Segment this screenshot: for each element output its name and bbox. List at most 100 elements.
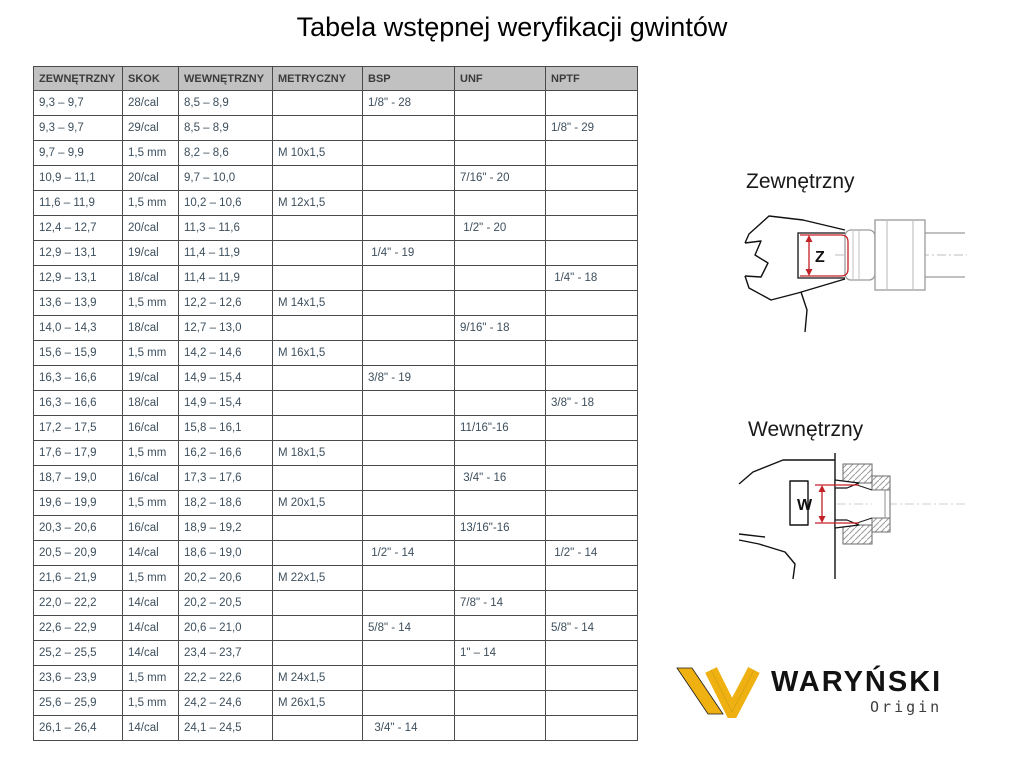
table-cell: 16/cal [122, 415, 179, 441]
dimension-w-label: W [797, 497, 813, 514]
table-cell [454, 565, 546, 591]
table-row: 16,3 – 16,6 18/cal 14,9 – 15,4 3/8" - 18 [33, 390, 638, 416]
table-cell: 14,2 – 14,6 [178, 340, 273, 366]
table-cell [454, 140, 546, 166]
table-cell [545, 715, 638, 741]
table-cell [272, 590, 363, 616]
table-cell [272, 715, 363, 741]
table-cell: 9/16" - 18 [454, 315, 546, 341]
table-cell: 18,7 – 19,0 [33, 465, 123, 491]
table-cell: 20,3 – 20,6 [33, 515, 123, 541]
table-cell: 28/cal [122, 90, 179, 116]
table-cell: 9,3 – 9,7 [33, 90, 123, 116]
table-cell: 1/2" - 20 [454, 215, 546, 241]
table-row: 22,0 – 22,2 14/cal 20,2 – 20,5 7/8" - 14 [33, 590, 638, 616]
table-cell: 8,2 – 8,6 [178, 140, 273, 166]
table-cell: 13/16"-16 [454, 515, 546, 541]
table-cell: 12,7 – 13,0 [178, 315, 273, 341]
table-cell: 16/cal [122, 515, 179, 541]
table-cell: 9,3 – 9,7 [33, 115, 123, 141]
table-cell: 20,2 – 20,6 [178, 565, 273, 591]
table-cell: 14/cal [122, 640, 179, 666]
table-cell [545, 490, 638, 516]
table-cell [272, 390, 363, 416]
table-cell [545, 165, 638, 191]
table-cell: 3/8" - 19 [362, 365, 455, 391]
table-cell: M 18x1,5 [272, 440, 363, 466]
table-cell [545, 515, 638, 541]
table-cell [362, 515, 455, 541]
table-cell: 1,5 mm [122, 340, 179, 366]
table-row: 17,6 – 17,9 1,5 mm 16,2 – 16,6 M 18x1,5 [33, 440, 638, 466]
table-cell: 18,2 – 18,6 [178, 490, 273, 516]
table-cell: 1,5 mm [122, 490, 179, 516]
table-cell [454, 540, 546, 566]
table-cell: 26,1 – 26,4 [33, 715, 123, 741]
table-cell [362, 215, 455, 241]
table-row: 9,7 – 9,9 1,5 mm 8,2 – 8,6 M 10x1,5 [33, 140, 638, 166]
table-cell: 19,6 – 19,9 [33, 490, 123, 516]
table-cell: 18/cal [122, 315, 179, 341]
table-cell: 22,6 – 22,9 [33, 615, 123, 641]
table-cell: 7/16" - 20 [454, 165, 546, 191]
thread-verification-table: ZEWNĘTRZNY SKOK WEWNĘTRZNY METRYCZNY BSP… [33, 66, 638, 741]
table-cell [454, 115, 546, 141]
table-cell: 12,4 – 12,7 [33, 215, 123, 241]
table-cell: 21,6 – 21,9 [33, 565, 123, 591]
table-cell [272, 90, 363, 116]
table-cell [454, 440, 546, 466]
external-thread-label: Zewnętrzny [746, 170, 855, 193]
table-cell [454, 265, 546, 291]
table-cell: 17,3 – 17,6 [178, 465, 273, 491]
table-cell: 25,6 – 25,9 [33, 690, 123, 716]
table-cell [454, 290, 546, 316]
table-cell: 8,5 – 8,9 [178, 90, 273, 116]
table-row: 11,6 – 11,9 1,5 mm 10,2 – 10,6 M 12x1,5 [33, 190, 638, 216]
table-cell [454, 615, 546, 641]
table-cell [454, 490, 546, 516]
table-cell: 29/cal [122, 115, 179, 141]
table-cell [362, 690, 455, 716]
table-cell: 8,5 – 8,9 [178, 115, 273, 141]
table-cell [545, 590, 638, 616]
table-cell: 14,9 – 15,4 [178, 365, 273, 391]
table-row: 25,2 – 25,5 14/cal 23,4 – 23,7 1" – 14 [33, 640, 638, 666]
table-cell [545, 565, 638, 591]
table-header-row: ZEWNĘTRZNY SKOK WEWNĘTRZNY METRYCZNY BSP… [33, 66, 638, 91]
table-cell: 1,5 mm [122, 665, 179, 691]
table-cell: 24,1 – 24,5 [178, 715, 273, 741]
table-row: 10,9 – 11,1 20/cal 9,7 – 10,0 7/16" - 20 [33, 165, 638, 191]
table-cell: 20/cal [122, 165, 179, 191]
table-cell [545, 365, 638, 391]
table-cell: 1/4" - 18 [545, 265, 638, 291]
table-cell [545, 690, 638, 716]
table-cell [545, 215, 638, 241]
table-cell: 17,2 – 17,5 [33, 415, 123, 441]
table-cell: 1/8" - 28 [362, 90, 455, 116]
table-cell: 3/4" - 14 [362, 715, 455, 741]
brand-name: WARYŃSKI [771, 666, 943, 698]
table-cell: 7/8" - 14 [454, 590, 546, 616]
table-cell [545, 340, 638, 366]
table-cell: M 22x1,5 [272, 565, 363, 591]
table-cell: 11,4 – 11,9 [178, 240, 273, 266]
table-cell: 20,5 – 20,9 [33, 540, 123, 566]
table-row: 20,3 – 20,6 16/cal 18,9 – 19,2 13/16"-16 [33, 515, 638, 541]
table-cell: M 12x1,5 [272, 190, 363, 216]
table-cell [272, 315, 363, 341]
table-cell: 1/8" - 29 [545, 115, 638, 141]
table-cell [272, 640, 363, 666]
table-cell [545, 140, 638, 166]
table-cell [362, 465, 455, 491]
table-row: 20,5 – 20,9 14/cal 18,6 – 19,0 1/2" - 14 1… [33, 540, 638, 566]
table-cell [272, 615, 363, 641]
table-cell [454, 365, 546, 391]
table-cell [454, 340, 546, 366]
table-row: 14,0 – 14,3 18/cal 12,7 – 13,0 9/16" - 18 [33, 315, 638, 341]
table-cell: 23,6 – 23,9 [33, 665, 123, 691]
table-cell: 25,2 – 25,5 [33, 640, 123, 666]
column-header-skok: SKOK [122, 66, 179, 91]
table-cell [454, 240, 546, 266]
table-row: 21,6 – 21,9 1,5 mm 20,2 – 20,6 M 22x1,5 [33, 565, 638, 591]
table-row: 12,9 – 13,1 18/cal 11,4 – 11,9 1/4" - 18 [33, 265, 638, 291]
